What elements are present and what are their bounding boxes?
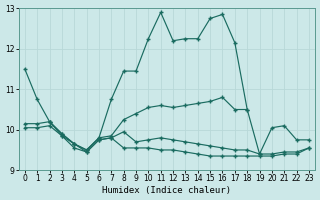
X-axis label: Humidex (Indice chaleur): Humidex (Indice chaleur) — [102, 186, 231, 195]
